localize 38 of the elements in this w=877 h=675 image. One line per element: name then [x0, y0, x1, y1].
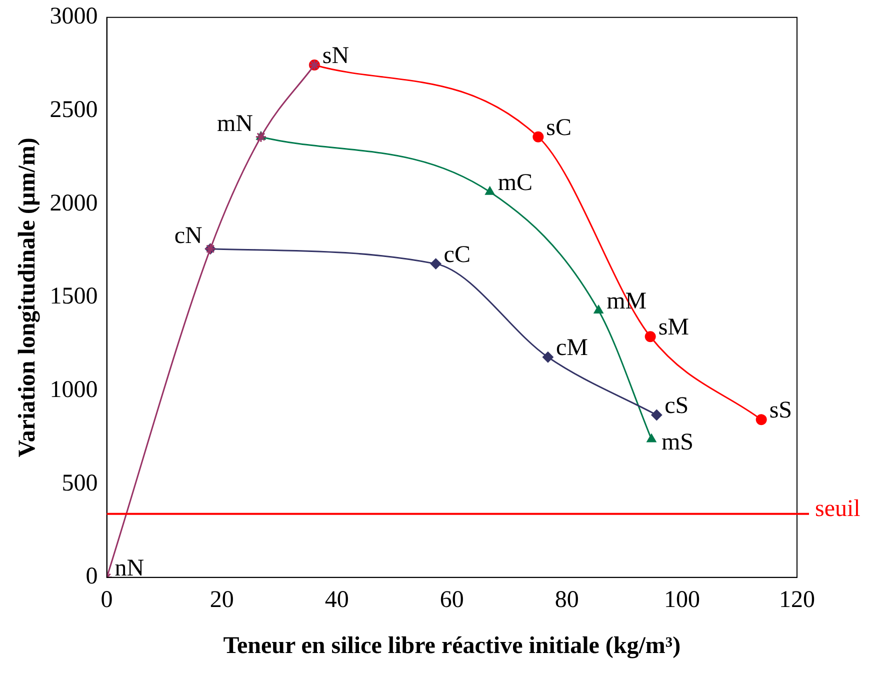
annotation: mN — [216, 110, 253, 137]
point — [646, 434, 656, 442]
y-axis-title: Variation longitudinale (µm/m) — [14, 138, 41, 458]
point — [756, 414, 767, 426]
y-tick-label: 1500 — [50, 284, 98, 310]
annotation: sN — [322, 43, 350, 69]
annotation: sC — [546, 114, 572, 141]
x-tick-label: 100 — [664, 587, 700, 614]
point — [594, 304, 604, 314]
point — [532, 131, 544, 142]
x-tick-label: 20 — [210, 587, 234, 614]
point — [255, 131, 267, 143]
point — [485, 186, 495, 195]
point — [430, 258, 442, 270]
y-tick-label: 2000 — [50, 190, 98, 216]
y-tick-label: 500 — [62, 470, 98, 496]
x-tick-label: 80 — [554, 587, 579, 614]
annotation: cM — [556, 335, 588, 362]
annotation: mC — [498, 170, 533, 196]
annotation: mS — [661, 429, 694, 456]
y-tick-label: 3000 — [50, 4, 98, 30]
annotation: sM — [658, 314, 690, 341]
point — [644, 331, 656, 342]
point — [651, 410, 662, 420]
annotation: nN — [114, 555, 144, 582]
x-tick-label: 60 — [440, 587, 464, 614]
annotation: sS — [769, 398, 792, 424]
annotation: cC — [444, 242, 470, 268]
point — [542, 352, 554, 363]
annotation: cN — [174, 222, 202, 249]
x-tick-label: 40 — [324, 587, 349, 614]
y-tick-label: 0 — [86, 564, 98, 590]
annotation: cS — [664, 393, 689, 419]
y-tick-label: 2500 — [50, 97, 98, 124]
x-axis-title: Teneur en silice libre réactive initiale (kg/m³) — [223, 632, 681, 659]
y-tick-label: 1000 — [50, 377, 98, 404]
x-tick-label: 120 — [779, 587, 815, 614]
ref-line-label: seuil — [815, 496, 861, 522]
